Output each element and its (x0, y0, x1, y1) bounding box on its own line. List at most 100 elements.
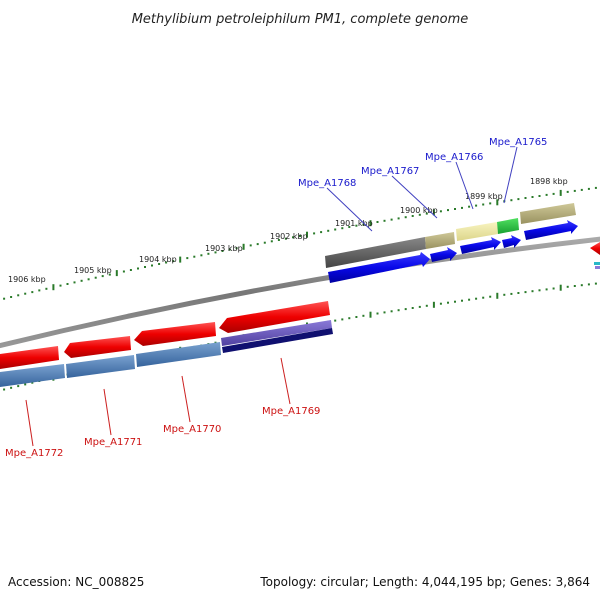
minor-tick (383, 219, 386, 222)
minor-tick (193, 255, 196, 258)
minor-tick (94, 276, 97, 279)
gene-label[interactable]: Mpe_A1772 (5, 448, 63, 459)
gene-label[interactable]: Mpe_A1771 (84, 437, 142, 448)
feature-bar (497, 218, 519, 234)
minor-tick (524, 197, 527, 199)
edge-features (590, 242, 600, 269)
major-tick (52, 284, 55, 291)
minor-tick (80, 279, 83, 282)
minor-tick (137, 267, 139, 270)
minor-tick (510, 292, 513, 295)
minor-tick (270, 240, 273, 243)
minor-tick (284, 237, 287, 240)
minor-tick (341, 227, 344, 230)
upper-feature-row (325, 203, 576, 268)
feature-bar (425, 232, 455, 249)
minor-tick (38, 289, 41, 292)
bottom-leader-lines (25, 357, 291, 447)
gene-label[interactable]: Mpe_A1766 (425, 152, 483, 163)
forward-gene-arrow[interactable] (524, 220, 578, 240)
minor-tick (108, 273, 111, 276)
minor-tick (10, 296, 13, 298)
gene-label[interactable]: Mpe_A1769 (262, 406, 320, 417)
minor-tick (355, 316, 358, 318)
leader-line (326, 187, 373, 232)
minor-tick (214, 251, 217, 254)
minor-tick (263, 241, 266, 244)
feature-bar (66, 355, 135, 378)
minor-tick (228, 248, 231, 251)
reverse-gene-arrow[interactable] (64, 336, 131, 358)
accession-text: Accession: NC_008825 (8, 575, 144, 589)
minor-tick (461, 206, 463, 209)
minor-tick (594, 186, 597, 189)
feature-bar (456, 222, 498, 241)
minor-tick (587, 283, 590, 286)
minor-tick (404, 308, 407, 311)
minor-tick (10, 386, 13, 389)
minor-tick (425, 212, 428, 215)
minor-tick (545, 193, 548, 196)
minor-tick (17, 294, 20, 297)
minor-tick (573, 189, 576, 192)
minor-tick (362, 314, 365, 317)
minor-tick (376, 312, 379, 315)
minor-tick (475, 204, 478, 207)
tick-label: 1902 kbp (270, 232, 308, 241)
minor-tick (390, 310, 393, 313)
forward-gene-arrow[interactable] (328, 252, 430, 283)
minor-tick (447, 209, 449, 212)
tick-label: 1903 kbp (205, 244, 243, 253)
forward-gene-arrow[interactable] (430, 247, 457, 262)
tick-label: 1899 kbp (465, 192, 503, 201)
feature-bar (136, 342, 221, 367)
forward-gene-row (328, 220, 578, 283)
minor-tick (397, 217, 400, 220)
leader-line (181, 375, 191, 423)
minor-tick (200, 254, 203, 257)
feature-bar (221, 320, 332, 346)
minor-tick (66, 283, 69, 285)
minor-tick (73, 281, 76, 284)
forward-gene-arrow[interactable] (460, 237, 501, 254)
minor-tick (531, 290, 534, 293)
minor-tick (249, 244, 252, 247)
minor-tick (3, 388, 6, 391)
minor-tick (383, 311, 386, 314)
minor-tick (461, 299, 463, 302)
minor-tick (122, 270, 125, 273)
minor-tick (277, 239, 280, 241)
tick-label: 1904 kbp (139, 255, 177, 264)
minor-tick (355, 224, 358, 227)
minor-tick (475, 297, 478, 300)
minor-tick (299, 235, 301, 237)
reverse-gene-arrow[interactable] (0, 346, 59, 369)
minor-tick (59, 284, 62, 287)
minor-tick (468, 205, 471, 208)
gene-label[interactable]: Mpe_A1770 (163, 424, 221, 435)
forward-gene-arrow[interactable] (502, 235, 521, 248)
minor-tick (334, 319, 337, 322)
minor-tick (573, 285, 576, 287)
leader-line (280, 357, 291, 405)
feature-bar (590, 242, 600, 255)
reverse-gene-arrow[interactable] (134, 322, 216, 346)
major-tick (496, 292, 499, 299)
gene-label[interactable]: Mpe_A1767 (361, 166, 419, 177)
minor-tick (207, 252, 210, 255)
genome-summary-text: Topology: circular; Length: 4,044,195 bp… (259, 575, 590, 589)
reverse-gene-arrow[interactable] (219, 301, 330, 333)
minor-tick (482, 203, 485, 206)
feature-bar (325, 237, 426, 268)
minor-tick (566, 285, 569, 288)
minor-tick (468, 298, 471, 301)
feature-bar (594, 262, 600, 265)
gene-label[interactable]: Mpe_A1765 (489, 137, 547, 148)
minor-tick (151, 264, 153, 267)
minor-tick (235, 247, 238, 250)
gene-label[interactable]: Mpe_A1768 (298, 178, 356, 189)
minor-tick (327, 229, 330, 232)
minor-tick (418, 213, 421, 216)
minor-tick (411, 307, 414, 309)
